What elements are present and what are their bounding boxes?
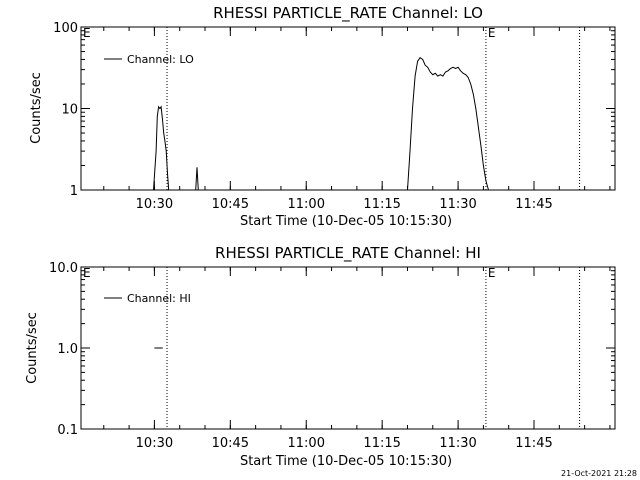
chart1-title: RHESSI PARTICLE_RATE Channel: LO <box>213 4 483 23</box>
chart1-xlabel: Start Time (10-Dec-05 10:15:30) <box>240 214 452 229</box>
series-line-segment <box>195 167 199 191</box>
chart1-ylabel: Counts/sec <box>29 72 44 144</box>
marker-label: E <box>83 266 91 280</box>
x-tick-label: 10:30 <box>136 197 173 212</box>
series-line-segment <box>407 57 489 191</box>
y-tick-label: 100 <box>53 21 78 36</box>
x-tick-label: 11:15 <box>363 197 400 212</box>
chart2-xlabel: Start Time (10-Dec-05 10:15:30) <box>240 454 452 469</box>
series-line-segment <box>153 105 170 191</box>
chart1-legend: Channel: LO <box>104 53 194 66</box>
marker-label: E <box>83 26 91 40</box>
chart1-legend-label: Channel: LO <box>127 53 194 66</box>
chart2-title: RHESSI PARTICLE_RATE Channel: HI <box>215 244 481 263</box>
chart2-legend: Channel: HI <box>104 292 191 305</box>
x-tick-label: 10:45 <box>212 197 249 212</box>
x-tick-label: 11:30 <box>439 436 476 451</box>
y-tick-label: 1.0 <box>57 342 78 357</box>
y-tick-label: 0.1 <box>57 423 78 438</box>
y-tick-label: 10 <box>61 103 78 118</box>
chart2-legend-label: Channel: HI <box>127 292 191 305</box>
y-tick-label: 10.0 <box>49 261 78 276</box>
x-tick-label: 11:00 <box>288 436 325 451</box>
x-tick-label: 11:45 <box>515 436 552 451</box>
marker-label: E <box>488 26 496 40</box>
marker-label: E <box>488 266 496 280</box>
chart2-ylabel: Counts/sec <box>25 312 40 384</box>
y-tick-label: 1 <box>70 184 78 199</box>
x-tick-label: 11:15 <box>363 436 400 451</box>
x-tick-label: 10:45 <box>212 436 249 451</box>
x-tick-label: 10:30 <box>136 436 173 451</box>
x-tick-label: 11:00 <box>288 197 325 212</box>
x-tick-label: 11:45 <box>515 197 552 212</box>
footer-timestamp: 21-Oct-2021 21:28 <box>561 469 637 478</box>
x-tick-label: 11:30 <box>439 197 476 212</box>
